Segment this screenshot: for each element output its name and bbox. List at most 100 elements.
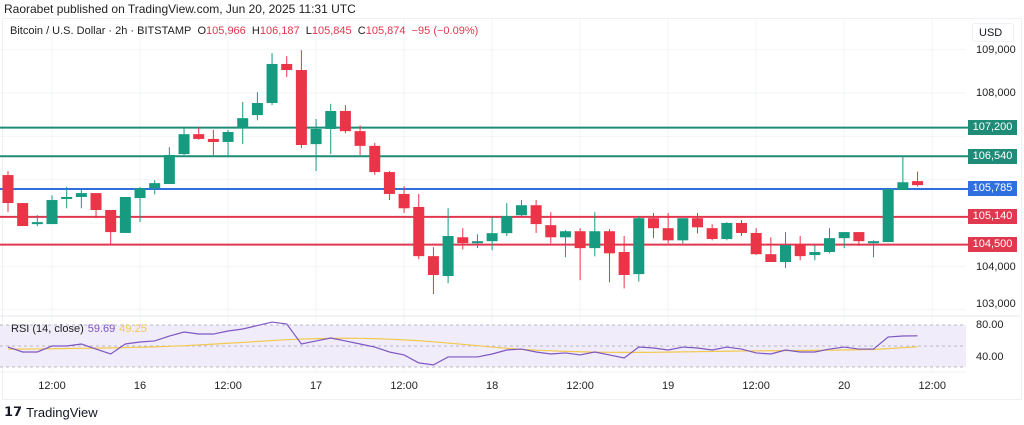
candle-up — [897, 182, 909, 191]
candle-down — [530, 205, 542, 225]
candle-down — [354, 131, 366, 146]
candle-down — [17, 203, 29, 227]
candle-up — [46, 200, 58, 225]
candle-up — [809, 252, 821, 256]
candle-up — [633, 218, 645, 275]
price-tick: 109,000 — [976, 44, 1016, 56]
candle-up — [442, 235, 454, 277]
time-tick: 16 — [133, 380, 147, 392]
low-value: 105,845 — [311, 25, 352, 37]
level-lines — [0, 126, 968, 246]
close-value: 105,874 — [365, 25, 406, 37]
candle-down — [662, 228, 674, 241]
time-tick: 12:00 — [38, 380, 66, 392]
candle-up — [882, 189, 894, 243]
candle-up — [824, 238, 836, 253]
candle-down — [90, 193, 102, 210]
time-tick: 12:00 — [214, 380, 242, 392]
candle-down — [457, 237, 469, 244]
tradingview-logo-icon: 𝟭𝟳 — [4, 404, 23, 419]
candle-up — [486, 233, 498, 242]
candle-down — [545, 225, 557, 238]
time-tick: 12:00 — [742, 380, 770, 392]
rsi-title: RSI (14, close) — [11, 323, 84, 335]
change-value: −95 (−0.09%) — [411, 25, 479, 37]
rsi-tick: 80.00 — [976, 319, 1004, 331]
candle-up — [515, 205, 527, 216]
publisher-line: Raorabet published on TradingView.com, J… — [4, 2, 356, 16]
low-label: L — [305, 25, 312, 37]
time-tick: 12:00 — [566, 380, 594, 392]
candle-up — [677, 218, 689, 241]
open-label: O — [197, 25, 207, 37]
candle-down — [427, 256, 439, 275]
rsi-lines — [7, 321, 918, 366]
candle-up — [119, 196, 131, 233]
level-price-label: 105,785 — [968, 181, 1017, 197]
candle-up — [721, 222, 733, 240]
candle-up — [251, 102, 263, 116]
candle-down — [853, 232, 865, 242]
candle-up — [222, 131, 234, 142]
candle-down — [2, 175, 14, 204]
time-tick: 12:00 — [918, 380, 946, 392]
candle-down — [765, 254, 777, 262]
candle-up — [868, 241, 880, 244]
candle-down — [295, 70, 307, 145]
candle-down — [413, 206, 425, 257]
candle-down — [193, 134, 205, 139]
candle-down — [736, 222, 747, 233]
candle-down — [105, 209, 117, 233]
candle-down — [574, 231, 586, 249]
candle-up — [471, 241, 483, 244]
symbol-title: Bitcoin / U.S. Dollar · 2h · BITSTAMP — [10, 25, 192, 37]
price-tick: 104,000 — [976, 261, 1016, 273]
candle-up — [31, 222, 43, 225]
symbol-legend: Bitcoin / U.S. Dollar · 2h · BITSTAMP O 1… — [10, 25, 478, 37]
rsi-ma-value: 49.25 — [119, 323, 147, 335]
time-tick: 12:00 — [390, 380, 418, 392]
price-tick: 103,000 — [976, 298, 1016, 310]
rsi-tick: 40.00 — [976, 351, 1004, 363]
rsi-value: 59.69 — [87, 323, 116, 335]
level-price-label: 107,200 — [968, 120, 1017, 136]
candle-up — [75, 193, 87, 197]
candle-down — [369, 145, 381, 173]
candle-up — [237, 118, 249, 129]
candle-up — [266, 63, 278, 103]
level-price-label: 104,500 — [968, 237, 1017, 253]
chart-frame[interactable] — [2, 18, 1022, 400]
brand-label: TradingView — [26, 404, 98, 420]
candle-up — [134, 188, 146, 199]
close-label: C — [357, 25, 366, 37]
candle-up — [501, 216, 513, 234]
rsi-legend: RSI (14, close) 59.69 49.25 — [11, 323, 147, 335]
candle-up — [163, 154, 175, 184]
tradingview-logo[interactable]: 𝟭𝟳 TradingView — [4, 404, 98, 420]
candle-up — [61, 196, 73, 199]
price-tick: 108,000 — [976, 87, 1016, 99]
candle-down — [207, 138, 219, 142]
candle-down — [706, 228, 718, 240]
candle-down — [383, 172, 395, 194]
time-tick: 17 — [309, 380, 323, 392]
candle-down — [912, 181, 924, 186]
candle-down — [647, 218, 659, 229]
candle-up — [325, 110, 337, 129]
grid — [0, 20, 966, 372]
candle-up — [310, 128, 322, 145]
candle-down — [618, 252, 630, 275]
rsi-line — [7, 321, 918, 366]
candle-up — [838, 232, 850, 239]
high-value: 106,187 — [259, 25, 300, 37]
currency-button[interactable]: USD — [972, 23, 1014, 42]
candle-up — [149, 183, 161, 189]
candle-up — [559, 231, 571, 238]
candle-down — [603, 231, 615, 254]
candle-down — [691, 218, 703, 228]
level-price-label: 106,540 — [968, 148, 1017, 164]
candle-down — [398, 193, 410, 209]
candle-down — [750, 232, 762, 255]
high-label: H — [251, 25, 260, 37]
